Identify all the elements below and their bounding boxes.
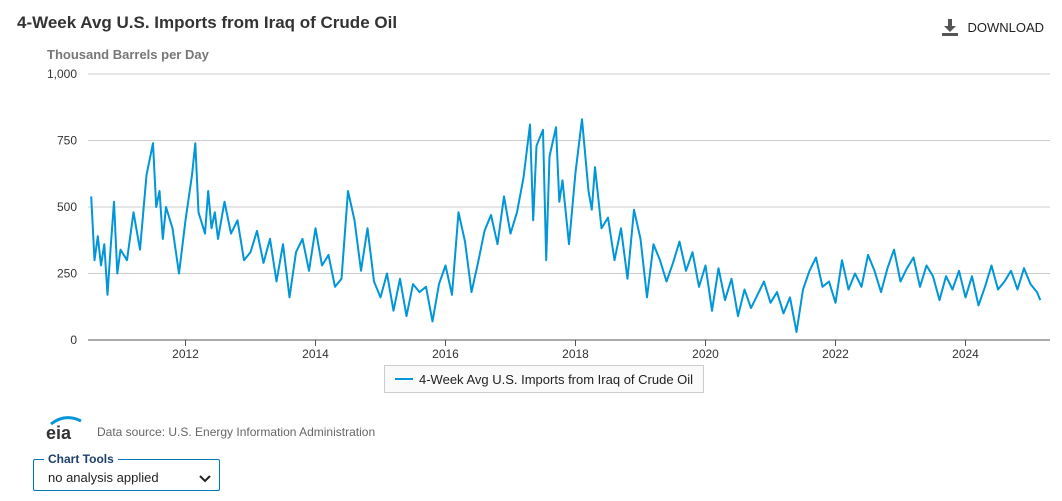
- x-tick-label: 2020: [692, 347, 719, 360]
- x-tick-label: 2018: [562, 347, 589, 360]
- y-tick-label: 250: [57, 267, 77, 281]
- source-text: Data source: U.S. Energy Information Adm…: [97, 425, 376, 439]
- chart-title: 4-Week Avg U.S. Imports from Iraq of Cru…: [17, 13, 398, 32]
- eia-logo: eia: [46, 416, 82, 441]
- y-tick-label: 1,000: [47, 67, 77, 81]
- x-tick-label: 2022: [822, 347, 849, 360]
- legend-swatch: [395, 378, 413, 380]
- line-chart: 0 250 500 750 1,000 2012 2014 2016 2018 2020 2022 2…: [47, 67, 1050, 360]
- x-tick-label: 2016: [432, 347, 459, 360]
- chart-tools-label: Chart Tools: [44, 452, 118, 466]
- chart-tools-value: no analysis applied: [48, 470, 159, 485]
- data-source: eia Data source: U.S. Energy Information…: [45, 415, 375, 441]
- legend-label: 4-Week Avg U.S. Imports from Iraq of Cru…: [419, 371, 694, 387]
- download-button[interactable]: DOWNLOAD: [941, 18, 1044, 36]
- x-tick-label: 2012: [172, 347, 199, 360]
- legend[interactable]: 4-Week Avg U.S. Imports from Iraq of Cru…: [384, 365, 705, 393]
- download-label: DOWNLOAD: [967, 19, 1044, 35]
- units-label: Thousand Barrels per Day: [47, 47, 209, 62]
- chevron-down-icon: [199, 471, 211, 489]
- y-tick-label: 500: [57, 200, 77, 214]
- series-line: [90, 118, 1042, 333]
- chart-tools-select[interactable]: Chart Tools no analysis applied: [33, 452, 220, 491]
- x-tick-label: 2024: [952, 347, 979, 360]
- y-tick-label: 0: [70, 333, 77, 347]
- download-icon: [941, 18, 959, 36]
- svg-text:eia: eia: [46, 423, 72, 441]
- x-tick-label: 2014: [302, 347, 329, 360]
- y-tick-label: 750: [57, 134, 77, 148]
